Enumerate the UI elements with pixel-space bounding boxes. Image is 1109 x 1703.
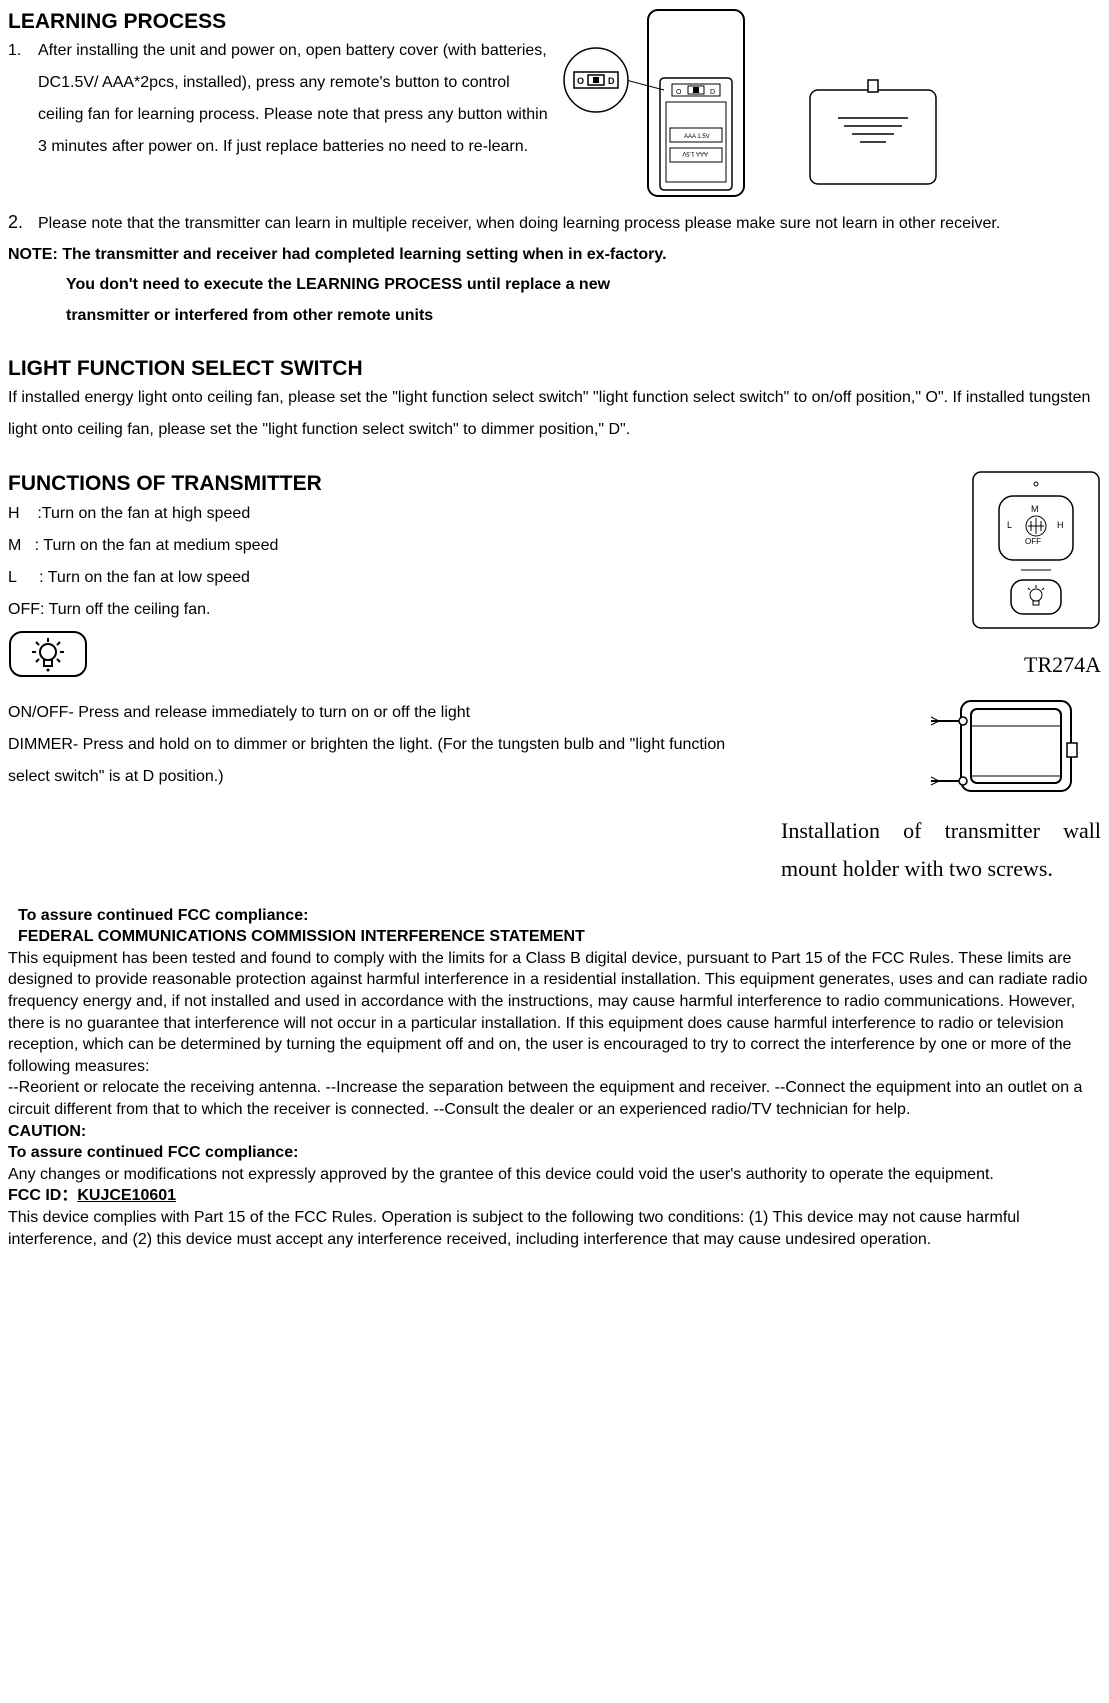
list-number-2: 2. <box>8 204 38 240</box>
note-line-1: NOTE: The transmitter and receiver had c… <box>8 240 1101 270</box>
transmitter-model-label: TR274A <box>761 645 1101 685</box>
transmitter-front-illustration: M L H OFF <box>971 470 1101 630</box>
func-l: L : Turn on the fan at low speed <box>8 562 761 594</box>
light-body: If installed energy light onto ceiling f… <box>8 382 1101 446</box>
svg-text:D: D <box>608 76 615 86</box>
svg-text:AAA 1.5V: AAA 1.5V <box>682 150 708 156</box>
fcc-caution: CAUTION: <box>8 1121 1101 1143</box>
func-off: OFF: Turn off the ceiling fan. <box>8 594 761 626</box>
func-m: M : Turn on the fan at medium speed <box>8 530 761 562</box>
svg-text:L: L <box>1007 520 1012 530</box>
fcc-body-2: --Reorient or relocate the receiving ant… <box>8 1077 1101 1120</box>
func-dimmer: DIMMER- Press and hold on to dimmer or b… <box>8 729 761 793</box>
svg-text:D: D <box>710 89 715 96</box>
heading-functions: FUNCTIONS OF TRANSMITTER <box>8 470 761 497</box>
wall-mount-illustration <box>921 691 1101 801</box>
light-button-icon <box>8 630 761 689</box>
fcc-id-label: FCC ID： <box>8 1187 77 1204</box>
fcc-id-value: KUJCE10601 <box>77 1187 176 1204</box>
func-onoff: ON/OFF- Press and release immediately to… <box>8 697 761 729</box>
note-line-3: transmitter or interfered from other rem… <box>8 301 1101 331</box>
fcc-id-line: FCC ID：KUJCE10601 <box>8 1185 1101 1207</box>
list-text-1: After installing the unit and power on, … <box>38 35 548 163</box>
list-number-1: 1. <box>8 35 38 67</box>
fcc-heading-3: To assure continued FCC compliance: <box>8 1142 1101 1164</box>
svg-text:O: O <box>676 89 682 96</box>
install-caption-2: mount holder with two screws. <box>781 849 1101 889</box>
func-h: H :Turn on the fan at high speed <box>8 498 761 530</box>
fcc-body-1: This equipment has been tested and found… <box>8 948 1101 1078</box>
heading-learning: LEARNING PROCESS <box>8 8 548 35</box>
svg-text:OFF: OFF <box>1025 537 1041 546</box>
remote-back-illustration: AAA 1.5V AAA 1.5V O D O D <box>548 8 748 198</box>
note-line-2: You don't need to execute the LEARNING P… <box>8 270 1101 300</box>
svg-text:AAA 1.5V: AAA 1.5V <box>684 134 710 140</box>
svg-text:M: M <box>1031 504 1039 514</box>
heading-light: LIGHT FUNCTION SELECT SWITCH <box>8 355 1101 382</box>
install-caption-1: Installation of transmitter wall <box>781 812 1101 849</box>
list-text-2: Please note that the transmitter can lea… <box>38 208 1000 240</box>
svg-text:H: H <box>1057 520 1064 530</box>
svg-text:O: O <box>577 76 584 86</box>
fcc-heading-2: FEDERAL COMMUNICATIONS COMMISSION INTERF… <box>8 926 1101 948</box>
fcc-body-4: This device complies with Part 15 of the… <box>8 1207 1101 1250</box>
fcc-body-3: Any changes or modifications not express… <box>8 1164 1101 1186</box>
fcc-heading-1: To assure continued FCC compliance: <box>8 905 1101 927</box>
wall-plate-illustration <box>808 8 938 188</box>
